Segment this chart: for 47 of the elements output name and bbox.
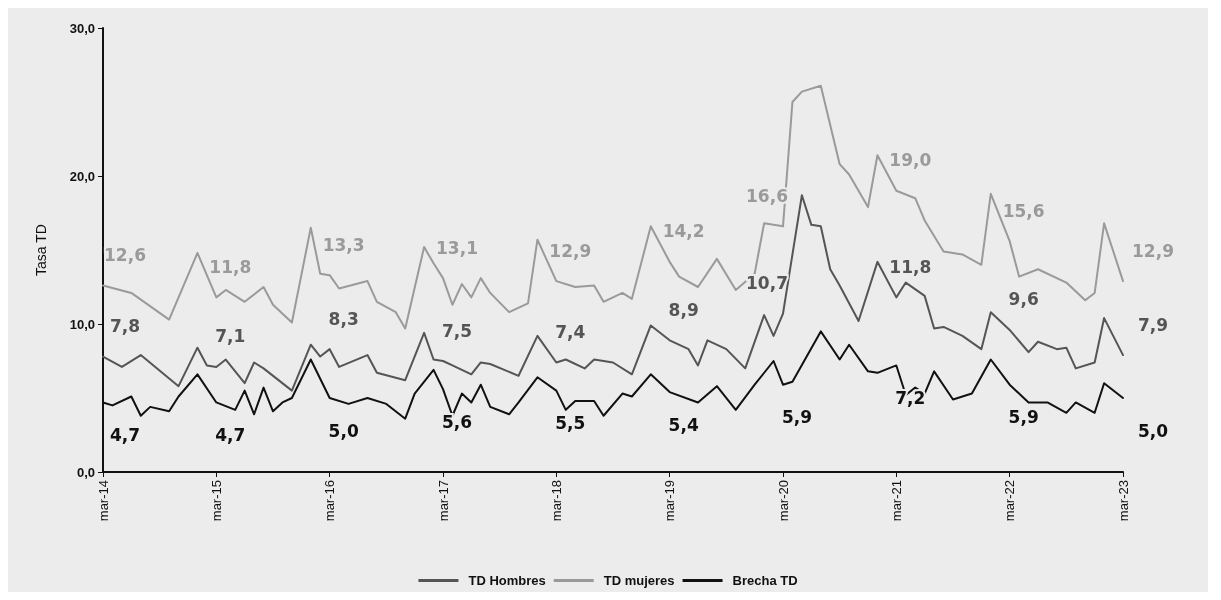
data-label: 13,1 [436, 237, 478, 258]
x-tick-label: mar-22 [1002, 480, 1018, 522]
data-label: 4,7 [215, 424, 246, 445]
x-tick-label: mar-20 [775, 480, 791, 522]
y-tick-label: 20,0 [69, 168, 95, 184]
x-tick-label: mar-18 [548, 480, 564, 522]
data-label: 5,4 [668, 414, 699, 435]
data-label: 11,8 [889, 256, 932, 277]
y-tick-label: 0,0 [76, 464, 95, 480]
data-label: 10,7 [746, 273, 788, 294]
x-tick-label: mar-14 [95, 480, 111, 522]
data-label: 12,9 [549, 240, 592, 261]
data-label: 7,1 [215, 326, 246, 347]
data-label: 5,6 [441, 411, 473, 432]
data-label: 14,2 [662, 221, 705, 242]
x-tick-label: mar-21 [888, 480, 904, 522]
data-label: 4,7 [109, 424, 141, 445]
legend-label: TD Hombres [468, 573, 546, 588]
data-label: 7,8 [109, 316, 141, 337]
data-label: 8,9 [668, 299, 699, 320]
data-label: 15,6 [1002, 200, 1045, 221]
data-label: 13,3 [322, 234, 365, 255]
data-label: 7,2 [895, 387, 926, 408]
x-tick-label: mar-15 [208, 480, 224, 522]
data-label: 5,9 [781, 407, 813, 428]
data-label: 5,0 [328, 420, 359, 441]
data-label: 11,8 [209, 256, 252, 277]
y-axis-title: Tasa TD [33, 224, 49, 276]
legend-label: Brecha TD [732, 573, 798, 588]
x-tick-label: mar-16 [322, 480, 338, 522]
data-label: 7,4 [555, 321, 586, 342]
data-label: 5,5 [555, 413, 586, 434]
x-tick-label: mar-19 [662, 480, 678, 522]
data-label: 19,0 [889, 150, 932, 171]
data-label: 9,6 [1008, 289, 1039, 310]
y-tick-label: 30,0 [69, 20, 95, 36]
data-label: 7,5 [441, 320, 473, 341]
data-label: 12,9 [1132, 240, 1174, 261]
data-label: 5,0 [1137, 420, 1169, 441]
data-label: 8,3 [328, 308, 359, 329]
data-label: 5,9 [1008, 407, 1039, 428]
y-tick-label: 10,0 [69, 316, 95, 332]
legend-label: TD mujeres [603, 573, 675, 588]
x-tick-label: mar-23 [1115, 480, 1131, 522]
data-label: 12,6 [104, 245, 146, 266]
x-tick-label: mar-17 [435, 480, 451, 522]
data-label: 7,9 [1137, 314, 1169, 335]
